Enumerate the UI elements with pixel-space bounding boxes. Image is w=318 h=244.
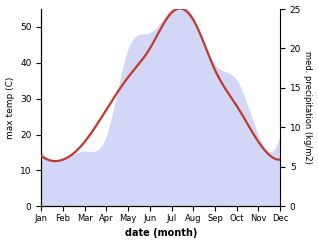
- X-axis label: date (month): date (month): [125, 228, 197, 238]
- Y-axis label: max temp (C): max temp (C): [5, 76, 15, 139]
- Y-axis label: med. precipitation (kg/m2): med. precipitation (kg/m2): [303, 51, 313, 164]
